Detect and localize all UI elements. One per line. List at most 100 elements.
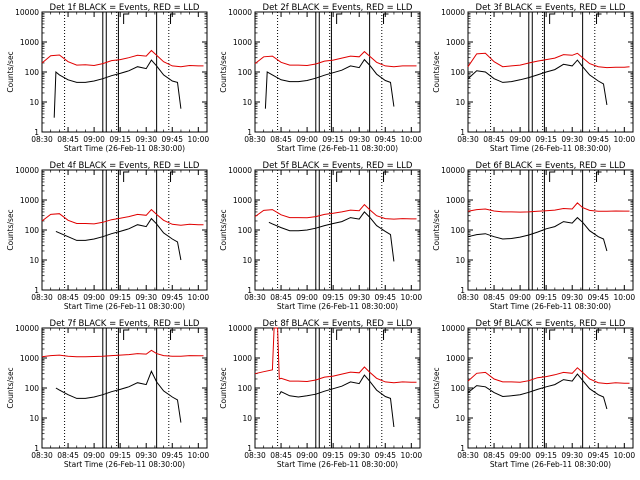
x-tick-label: 10:00	[188, 451, 210, 460]
x-tick-label: 08:45	[483, 451, 505, 460]
y-tick-label: 10000	[228, 324, 252, 333]
x-tick-label: 10:00	[401, 451, 423, 460]
x-tick-label: 09:30	[348, 451, 370, 460]
y-tick-label: 100	[451, 384, 466, 393]
x-tick-label: 09:30	[561, 293, 583, 302]
x-tick-label: 09:15	[109, 451, 131, 460]
plot-frame	[467, 11, 634, 133]
chart-panel-5: Det 5f BLACK = Events, RED = LLD 1 10 100 10…	[219, 161, 422, 311]
flag-marker	[383, 329, 389, 340]
events-series-line	[467, 373, 608, 410]
y-tick-label: 10000	[15, 8, 39, 17]
y-tick-label: 1	[460, 128, 465, 137]
x-tick-label: 09:00	[509, 451, 531, 460]
y-tick-label: 1000	[233, 196, 252, 205]
flag-marker	[336, 171, 342, 182]
y-tick-label: 10000	[15, 166, 39, 175]
x-tick-label: 09:45	[374, 135, 396, 144]
x-axis-label: Start Time (26-Feb-11 08:30:00)	[64, 144, 185, 153]
y-tick-label: 1	[34, 128, 39, 137]
x-tick-label: 08:30	[457, 293, 479, 302]
flag-marker	[596, 171, 602, 182]
y-tick-label: 1	[247, 286, 252, 295]
y-tick-label: 10	[29, 256, 39, 265]
x-tick-label: 09:00	[83, 293, 105, 302]
y-tick-label: 10000	[228, 8, 252, 17]
lld-series-line	[254, 203, 417, 220]
x-axis-label: Start Time (26-Feb-11 08:30:00)	[490, 302, 611, 311]
x-tick-label: 08:45	[483, 293, 505, 302]
chart-panel-4: Det 4f BLACK = Events, RED = LLD 1 10 100 10…	[6, 161, 209, 311]
events-series-line	[278, 374, 395, 428]
y-tick-label: 1000	[446, 196, 465, 205]
y-tick-label: 1	[34, 286, 39, 295]
lld-series-line	[467, 202, 630, 213]
x-tick-label: 10:00	[401, 135, 423, 144]
plot-frame	[254, 327, 421, 449]
x-tick-label: 09:30	[348, 135, 370, 144]
flag-marker	[549, 13, 555, 24]
x-tick-label: 08:30	[31, 451, 53, 460]
y-tick-label: 1	[460, 286, 465, 295]
x-axis-label: Start Time (26-Feb-11 08:30:00)	[490, 144, 611, 153]
flag-marker	[170, 329, 176, 340]
y-tick-label: 1000	[233, 354, 252, 363]
x-axis-label: Start Time (26-Feb-11 08:30:00)	[277, 302, 398, 311]
x-tick-label: 10:00	[614, 293, 636, 302]
x-tick-label: 09:45	[161, 451, 183, 460]
x-tick-label: 08:45	[270, 135, 292, 144]
x-tick-label: 08:30	[457, 135, 479, 144]
flag-marker	[123, 329, 129, 340]
x-tick-label: 09:15	[322, 451, 344, 460]
y-axis-label: Counts/sec	[432, 209, 441, 250]
x-tick-label: 09:30	[561, 451, 583, 460]
x-tick-label: 09:30	[135, 451, 157, 460]
y-tick-label: 1000	[446, 38, 465, 47]
x-tick-label: 08:30	[244, 135, 266, 144]
x-tick-label: 09:30	[348, 293, 370, 302]
x-tick-label: 09:45	[587, 135, 609, 144]
y-axis-label: Counts/sec	[219, 209, 228, 250]
x-tick-label: 09:00	[296, 135, 318, 144]
events-series-line	[268, 211, 395, 262]
x-tick-label: 08:45	[483, 135, 505, 144]
flag-marker	[170, 171, 176, 182]
plot-frame	[254, 11, 421, 133]
y-axis-label: Counts/sec	[432, 367, 441, 408]
events-series-line	[55, 370, 182, 423]
chart-title: Det 4f BLACK = Events, RED = LLD	[50, 161, 200, 171]
y-tick-label: 1000	[20, 38, 39, 47]
chart-title: Det 2f BLACK = Events, RED = LLD	[263, 3, 413, 13]
x-tick-label: 08:45	[57, 451, 79, 460]
flag-marker	[123, 13, 129, 24]
x-tick-label: 08:45	[57, 293, 79, 302]
y-tick-label: 10	[29, 98, 39, 107]
chart-title: Det 3f BLACK = Events, RED = LLD	[476, 3, 626, 13]
events-series-line	[467, 216, 608, 252]
y-tick-label: 100	[25, 384, 40, 393]
events-series-line	[264, 58, 395, 109]
x-tick-label: 09:15	[109, 293, 131, 302]
y-axis-label: Counts/sec	[219, 51, 228, 92]
y-tick-label: 100	[25, 226, 40, 235]
x-tick-label: 09:15	[535, 451, 557, 460]
y-tick-label: 1	[460, 444, 465, 453]
x-tick-label: 09:30	[561, 135, 583, 144]
y-tick-label: 1000	[20, 196, 39, 205]
chart-title: Det 1f BLACK = Events, RED = LLD	[50, 3, 200, 13]
x-tick-label: 09:00	[83, 135, 105, 144]
lld-series-line	[254, 50, 417, 68]
lld-series-line	[254, 327, 417, 384]
x-tick-label: 09:00	[296, 293, 318, 302]
x-tick-label: 09:30	[135, 135, 157, 144]
flag-marker	[170, 13, 176, 24]
x-tick-label: 08:45	[270, 451, 292, 460]
y-tick-label: 1	[34, 444, 39, 453]
x-tick-label: 09:30	[135, 293, 157, 302]
y-tick-label: 100	[451, 226, 466, 235]
plot-frame	[467, 327, 634, 449]
x-tick-label: 09:45	[161, 135, 183, 144]
y-axis-label: Counts/sec	[219, 367, 228, 408]
chart-panel-6: Det 6f BLACK = Events, RED = LLD 1 10 100 10…	[432, 161, 635, 311]
y-tick-label: 10000	[441, 166, 465, 175]
